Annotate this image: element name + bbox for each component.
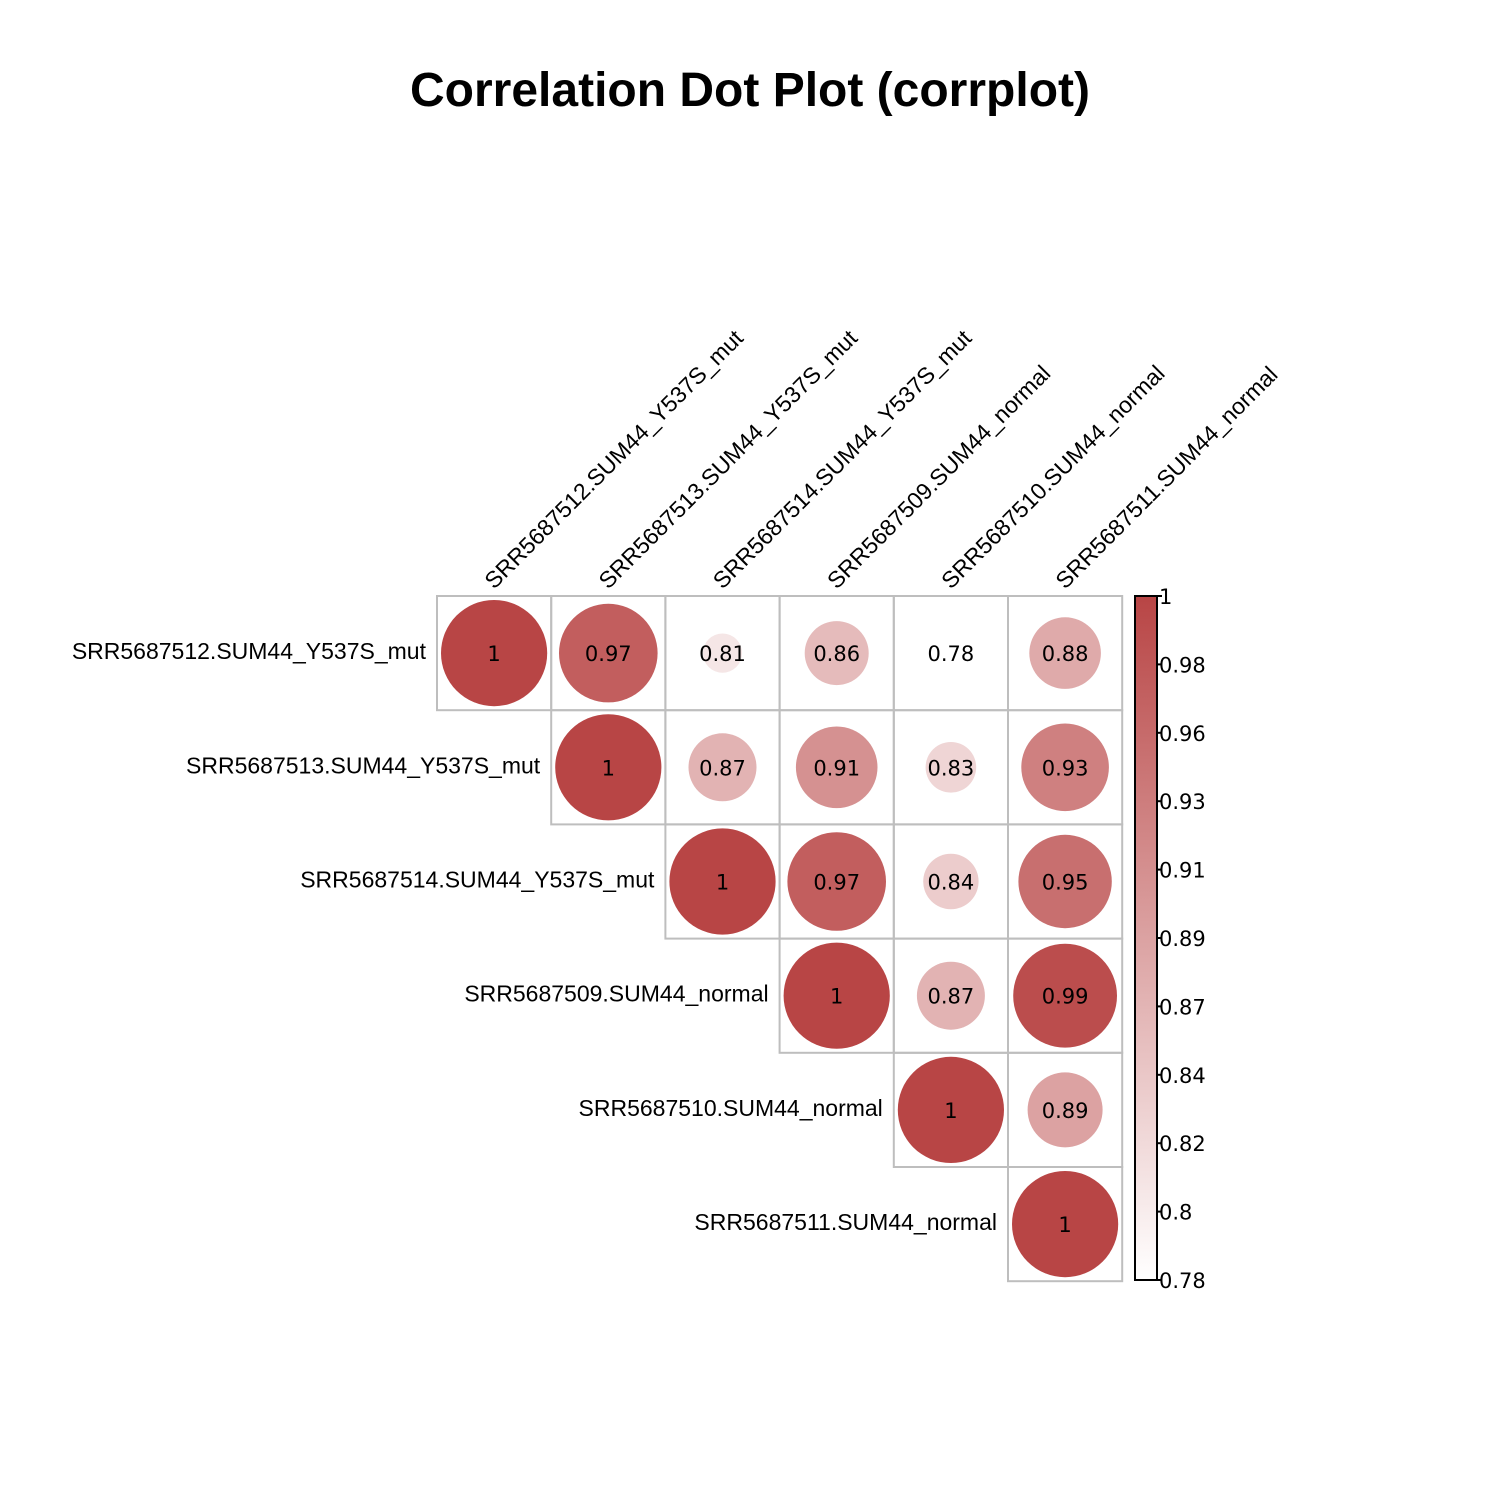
row-labels: SRR5687512.SUM44_Y537S_mut SRR5687513.SUM… [72, 638, 997, 1235]
colorbar-tick-label: 0.87 [1159, 995, 1206, 1019]
correlation-dot [787, 832, 886, 931]
chart-title: Correlation Dot Plot (corrplot) [410, 64, 1090, 117]
row-label: SRR5687510.SUM44_normal [579, 1095, 883, 1121]
colorbar-tick-label: 0.98 [1159, 653, 1206, 677]
row-label: SRR5687512.SUM44_Y537S_mut [72, 638, 427, 664]
correlation-dot [923, 853, 979, 910]
cell-grid [436, 595, 1124, 1283]
correlation-dot [555, 714, 662, 821]
correlation-value: 1 [944, 1099, 957, 1123]
correlation-dot [925, 742, 977, 793]
correlation-value: 0.97 [585, 642, 632, 666]
column-label: SRR5687511.SUM44_normal [1050, 361, 1282, 593]
correlation-value: 0.99 [1042, 985, 1089, 1009]
correlation-value: 0.87 [699, 756, 746, 780]
colorbar-tick-label: 0.96 [1159, 722, 1206, 746]
correlation-dot [804, 621, 869, 686]
column-label: SRR5687509.SUM44_normal [822, 360, 1056, 594]
row-label: SRR5687513.SUM44_Y537S_mut [186, 752, 541, 778]
colorbar-tick-label: 0.8 [1159, 1201, 1192, 1225]
correlation-dot [559, 603, 658, 703]
correlation-value: 1 [830, 985, 843, 1009]
correlation-dot [1021, 723, 1109, 812]
correlation-dot [1013, 943, 1117, 1048]
row-label: SRR5687509.SUM44_normal [464, 981, 768, 1007]
colorbar-tick-label: 0.84 [1159, 1064, 1206, 1088]
correlation-value: 0.88 [1042, 642, 1089, 666]
correlation-dot [1018, 834, 1112, 929]
correlation-dot [795, 726, 878, 809]
correlation-value: 1 [1058, 1213, 1071, 1237]
correlation-value: 0.81 [699, 642, 746, 666]
correlation-value: 0.91 [813, 756, 860, 780]
correlation-value: 0.78 [928, 642, 975, 666]
correlation-dot [441, 600, 548, 707]
column-labels: SRR5687512.SUM44_Y537S_mutSRR5687513.SUM… [479, 324, 1282, 593]
correlation-dot [897, 1056, 1005, 1163]
correlation-value: 0.84 [928, 871, 975, 895]
colorbar-tick-label: 0.78 [1159, 1269, 1206, 1293]
correlation-value: 0.86 [813, 642, 860, 666]
correlation-value: 0.87 [928, 985, 975, 1009]
row-label: SRR5687514.SUM44_Y537S_mut [300, 867, 655, 893]
colorbar-tick-label: 0.89 [1159, 927, 1206, 951]
correlation-dot [669, 828, 776, 935]
correlation-dot [688, 733, 757, 802]
correlation-dots [441, 600, 1119, 1278]
correlation-value: 1 [716, 871, 729, 895]
column-label: SRR5687514.SUM44_Y537S_mut [708, 324, 977, 593]
correlation-dot [916, 961, 985, 1030]
cell [1007, 1166, 1124, 1283]
column-label: SRR5687513.SUM44_Y537S_mut [593, 324, 862, 593]
correlation-dot [702, 633, 743, 673]
correlation-dot [783, 942, 890, 1049]
column-label: SRR5687512.SUM44_Y537S_mut [479, 324, 748, 593]
correlation-value: 0.89 [1042, 1099, 1089, 1123]
colorbar-tick-label: 0.91 [1159, 859, 1206, 883]
column-label: SRR5687510.SUM44_normal [936, 360, 1170, 594]
colorbar-tick-label: 1 [1159, 585, 1172, 609]
correlation-value: 0.97 [813, 871, 860, 895]
correlation-value: 0.95 [1042, 871, 1089, 895]
correlation-value-labels: 1 0.97 0.81 0.86 0.78 0.88 1 0.87 0.91 0.83 0.93 1 0… [487, 642, 1088, 1237]
correlation-value: 1 [487, 642, 500, 666]
colorbar-legend: 1 0.98 0.96 0.93 0.91 0.89 0.87 0.84 0.82 0.8 0.78 [1134, 585, 1206, 1293]
correlation-value: 0.83 [928, 756, 975, 780]
row-label: SRR5687511.SUM44_normal [694, 1209, 997, 1235]
correlation-dot [1029, 617, 1101, 689]
correlation-value: 0.93 [1042, 756, 1089, 780]
colorbar [1134, 595, 1158, 1281]
correlation-dot [1027, 1072, 1103, 1148]
colorbar-ticks: 1 0.98 0.96 0.93 0.91 0.89 0.87 0.84 0.82 0.8 0.78 [1157, 585, 1206, 1293]
correlation-dot [1012, 1171, 1119, 1278]
colorbar-tick-label: 0.82 [1159, 1132, 1206, 1156]
colorbar-tick-label: 0.93 [1159, 790, 1206, 814]
correlation-value: 1 [602, 756, 615, 780]
